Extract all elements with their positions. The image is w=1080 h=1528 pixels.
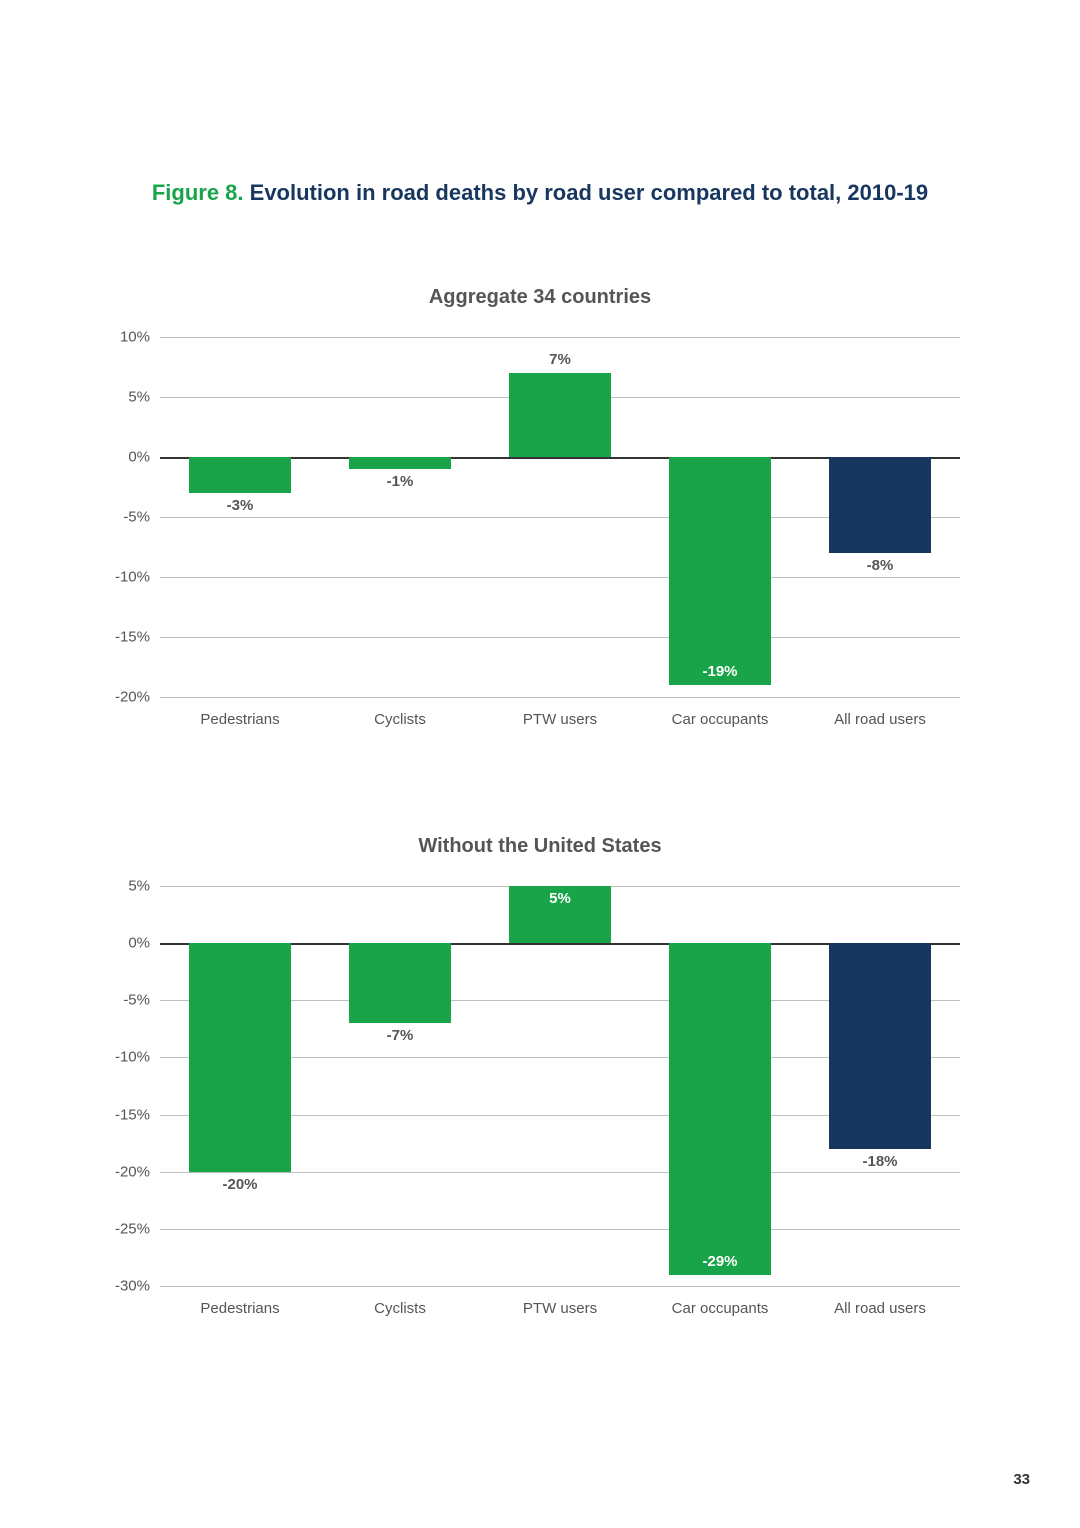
bar-slot: -18% <box>800 886 960 1286</box>
bar-value-label: -1% <box>320 473 480 490</box>
x-tick-label: Car occupants <box>640 1300 800 1317</box>
plot-area: 10%5%0%-5%-10%-15%-20%-3%-1%7%-19%-8% <box>160 337 960 697</box>
bar-value-label: -29% <box>640 1253 800 1270</box>
bar <box>189 943 291 1172</box>
y-tick-label: -10% <box>100 569 150 586</box>
bar <box>349 457 451 469</box>
x-tick-label: Pedestrians <box>160 711 320 728</box>
bar <box>189 457 291 493</box>
y-tick-label: -30% <box>100 1278 150 1295</box>
y-tick-label: -10% <box>100 1049 150 1066</box>
x-tick-label: PTW users <box>480 711 640 728</box>
bar <box>669 943 771 1274</box>
bar <box>349 943 451 1023</box>
y-tick-label: -25% <box>100 1220 150 1237</box>
bar-slot: -8% <box>800 337 960 697</box>
bar-value-label: -19% <box>640 663 800 680</box>
bar-value-label: -8% <box>800 557 960 574</box>
x-tick-label: All road users <box>800 711 960 728</box>
y-tick-label: 0% <box>100 935 150 952</box>
y-tick-label: 10% <box>100 329 150 346</box>
y-tick-label: -20% <box>100 689 150 706</box>
bar-slot: -19% <box>640 337 800 697</box>
x-tick-label: PTW users <box>480 1300 640 1317</box>
bar-value-label: -7% <box>320 1027 480 1044</box>
y-tick-label: -5% <box>100 992 150 1009</box>
figure-title-text: Evolution in road deaths by road user co… <box>244 180 929 205</box>
x-tick-label: Cyclists <box>320 1300 480 1317</box>
bar-value-label: 5% <box>480 890 640 907</box>
bar-slot: -20% <box>160 886 320 1286</box>
bar-slot: -7% <box>320 886 480 1286</box>
bar <box>829 457 931 553</box>
bars-layer: -20% -7% 5% -29% -18% <box>160 886 960 1286</box>
y-tick-label: -5% <box>100 509 150 526</box>
plot-area: 5%0%-5%-10%-15%-20%-25%-30%-20%-7%5%-29%… <box>160 886 960 1286</box>
chart-subtitle: Aggregate 34 countries <box>100 286 980 309</box>
bar <box>829 943 931 1149</box>
chart: 5%0%-5%-10%-15%-20%-25%-30%-20%-7%5%-29%… <box>160 886 960 1324</box>
x-axis: PedestriansCyclistsPTW usersCar occupant… <box>160 705 960 735</box>
bar-value-label: -3% <box>160 497 320 514</box>
bar-slot: 5% <box>480 886 640 1286</box>
gridline <box>160 1286 960 1287</box>
bar-slot: -3% <box>160 337 320 697</box>
x-tick-label: Cyclists <box>320 711 480 728</box>
bar-value-label: -18% <box>800 1153 960 1170</box>
bars-layer: -3%-1% 7% -19% -8% <box>160 337 960 697</box>
bar <box>669 457 771 685</box>
y-tick-label: 5% <box>100 389 150 406</box>
bar-slot: -1% <box>320 337 480 697</box>
bar-value-label: -20% <box>160 1176 320 1193</box>
y-tick-label: -15% <box>100 1106 150 1123</box>
x-tick-label: All road users <box>800 1300 960 1317</box>
page-number: 33 <box>1013 1471 1030 1488</box>
figure-number: Figure 8. <box>152 180 244 205</box>
bar-slot: 7% <box>480 337 640 697</box>
y-tick-label: 0% <box>100 449 150 466</box>
figure-title: Figure 8. Evolution in road deaths by ro… <box>100 180 980 206</box>
y-tick-label: -15% <box>100 629 150 646</box>
chart-block: Without the United States 5% 0% -5% -10% -15%… <box>100 835 980 1324</box>
x-tick-label: Pedestrians <box>160 1300 320 1317</box>
chart: 10%5%0%-5%-10%-15%-20%-3%-1%7%-19%-8%Ped… <box>160 337 960 735</box>
bar <box>509 373 611 457</box>
chart-subtitle: Without the United States <box>100 835 980 858</box>
bar-value-label: 7% <box>480 351 640 368</box>
x-tick-label: Car occupants <box>640 711 800 728</box>
gridline <box>160 697 960 698</box>
y-tick-label: -20% <box>100 1163 150 1180</box>
y-tick-label: 5% <box>100 878 150 895</box>
x-axis: PedestriansCyclistsPTW usersCar occupant… <box>160 1294 960 1324</box>
chart-block: Aggregate 34 countries 10% 5% 0% -5% -10% -15%… <box>100 286 980 735</box>
bar-slot: -29% <box>640 886 800 1286</box>
